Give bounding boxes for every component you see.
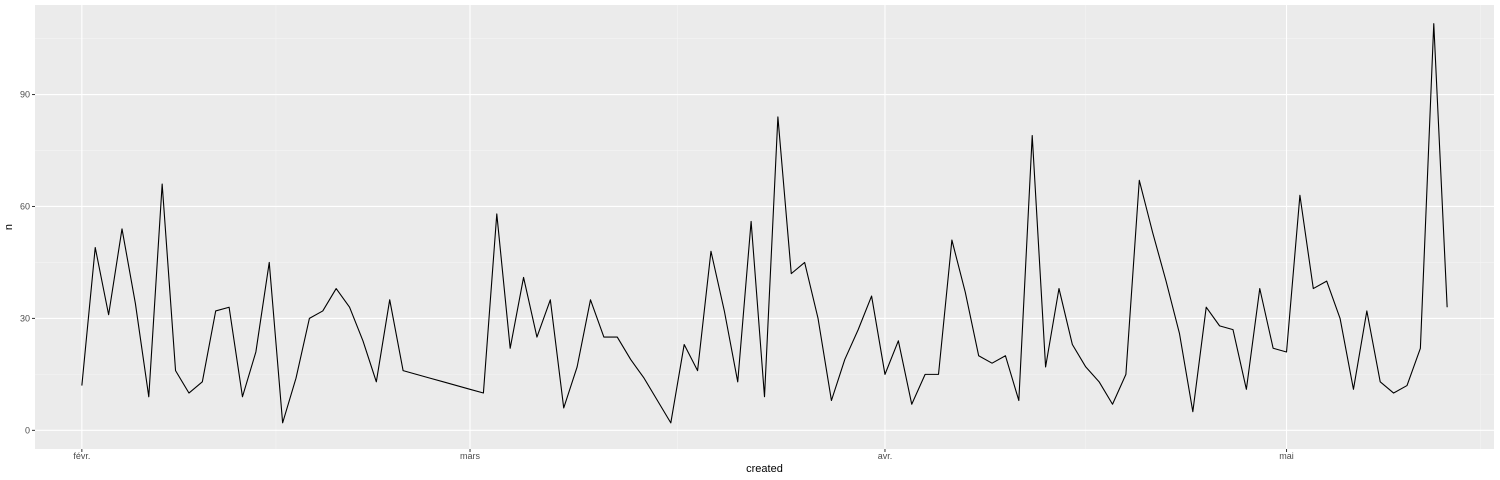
x-axis-title: created <box>746 463 783 475</box>
y-axis-title: n <box>3 224 15 230</box>
minor-gridlines <box>35 5 1494 449</box>
x-axis: févr. mars avr. mai <box>73 449 1294 461</box>
y-axis: 0 30 60 90 <box>20 90 35 435</box>
y-tick-label: 90 <box>20 90 30 100</box>
series-line-n <box>81 23 1448 424</box>
y-tick-label: 0 <box>25 425 30 435</box>
y-tick-label: 30 <box>20 313 30 323</box>
x-tick-label: mai <box>1279 451 1294 461</box>
x-tick-label: févr. <box>73 451 90 461</box>
series-layer <box>81 23 1448 424</box>
major-gridlines <box>35 5 1494 449</box>
x-tick-label: avr. <box>878 451 893 461</box>
plot-panel <box>35 5 1494 449</box>
y-tick-label: 60 <box>20 201 30 211</box>
x-tick-label: mars <box>460 451 480 461</box>
